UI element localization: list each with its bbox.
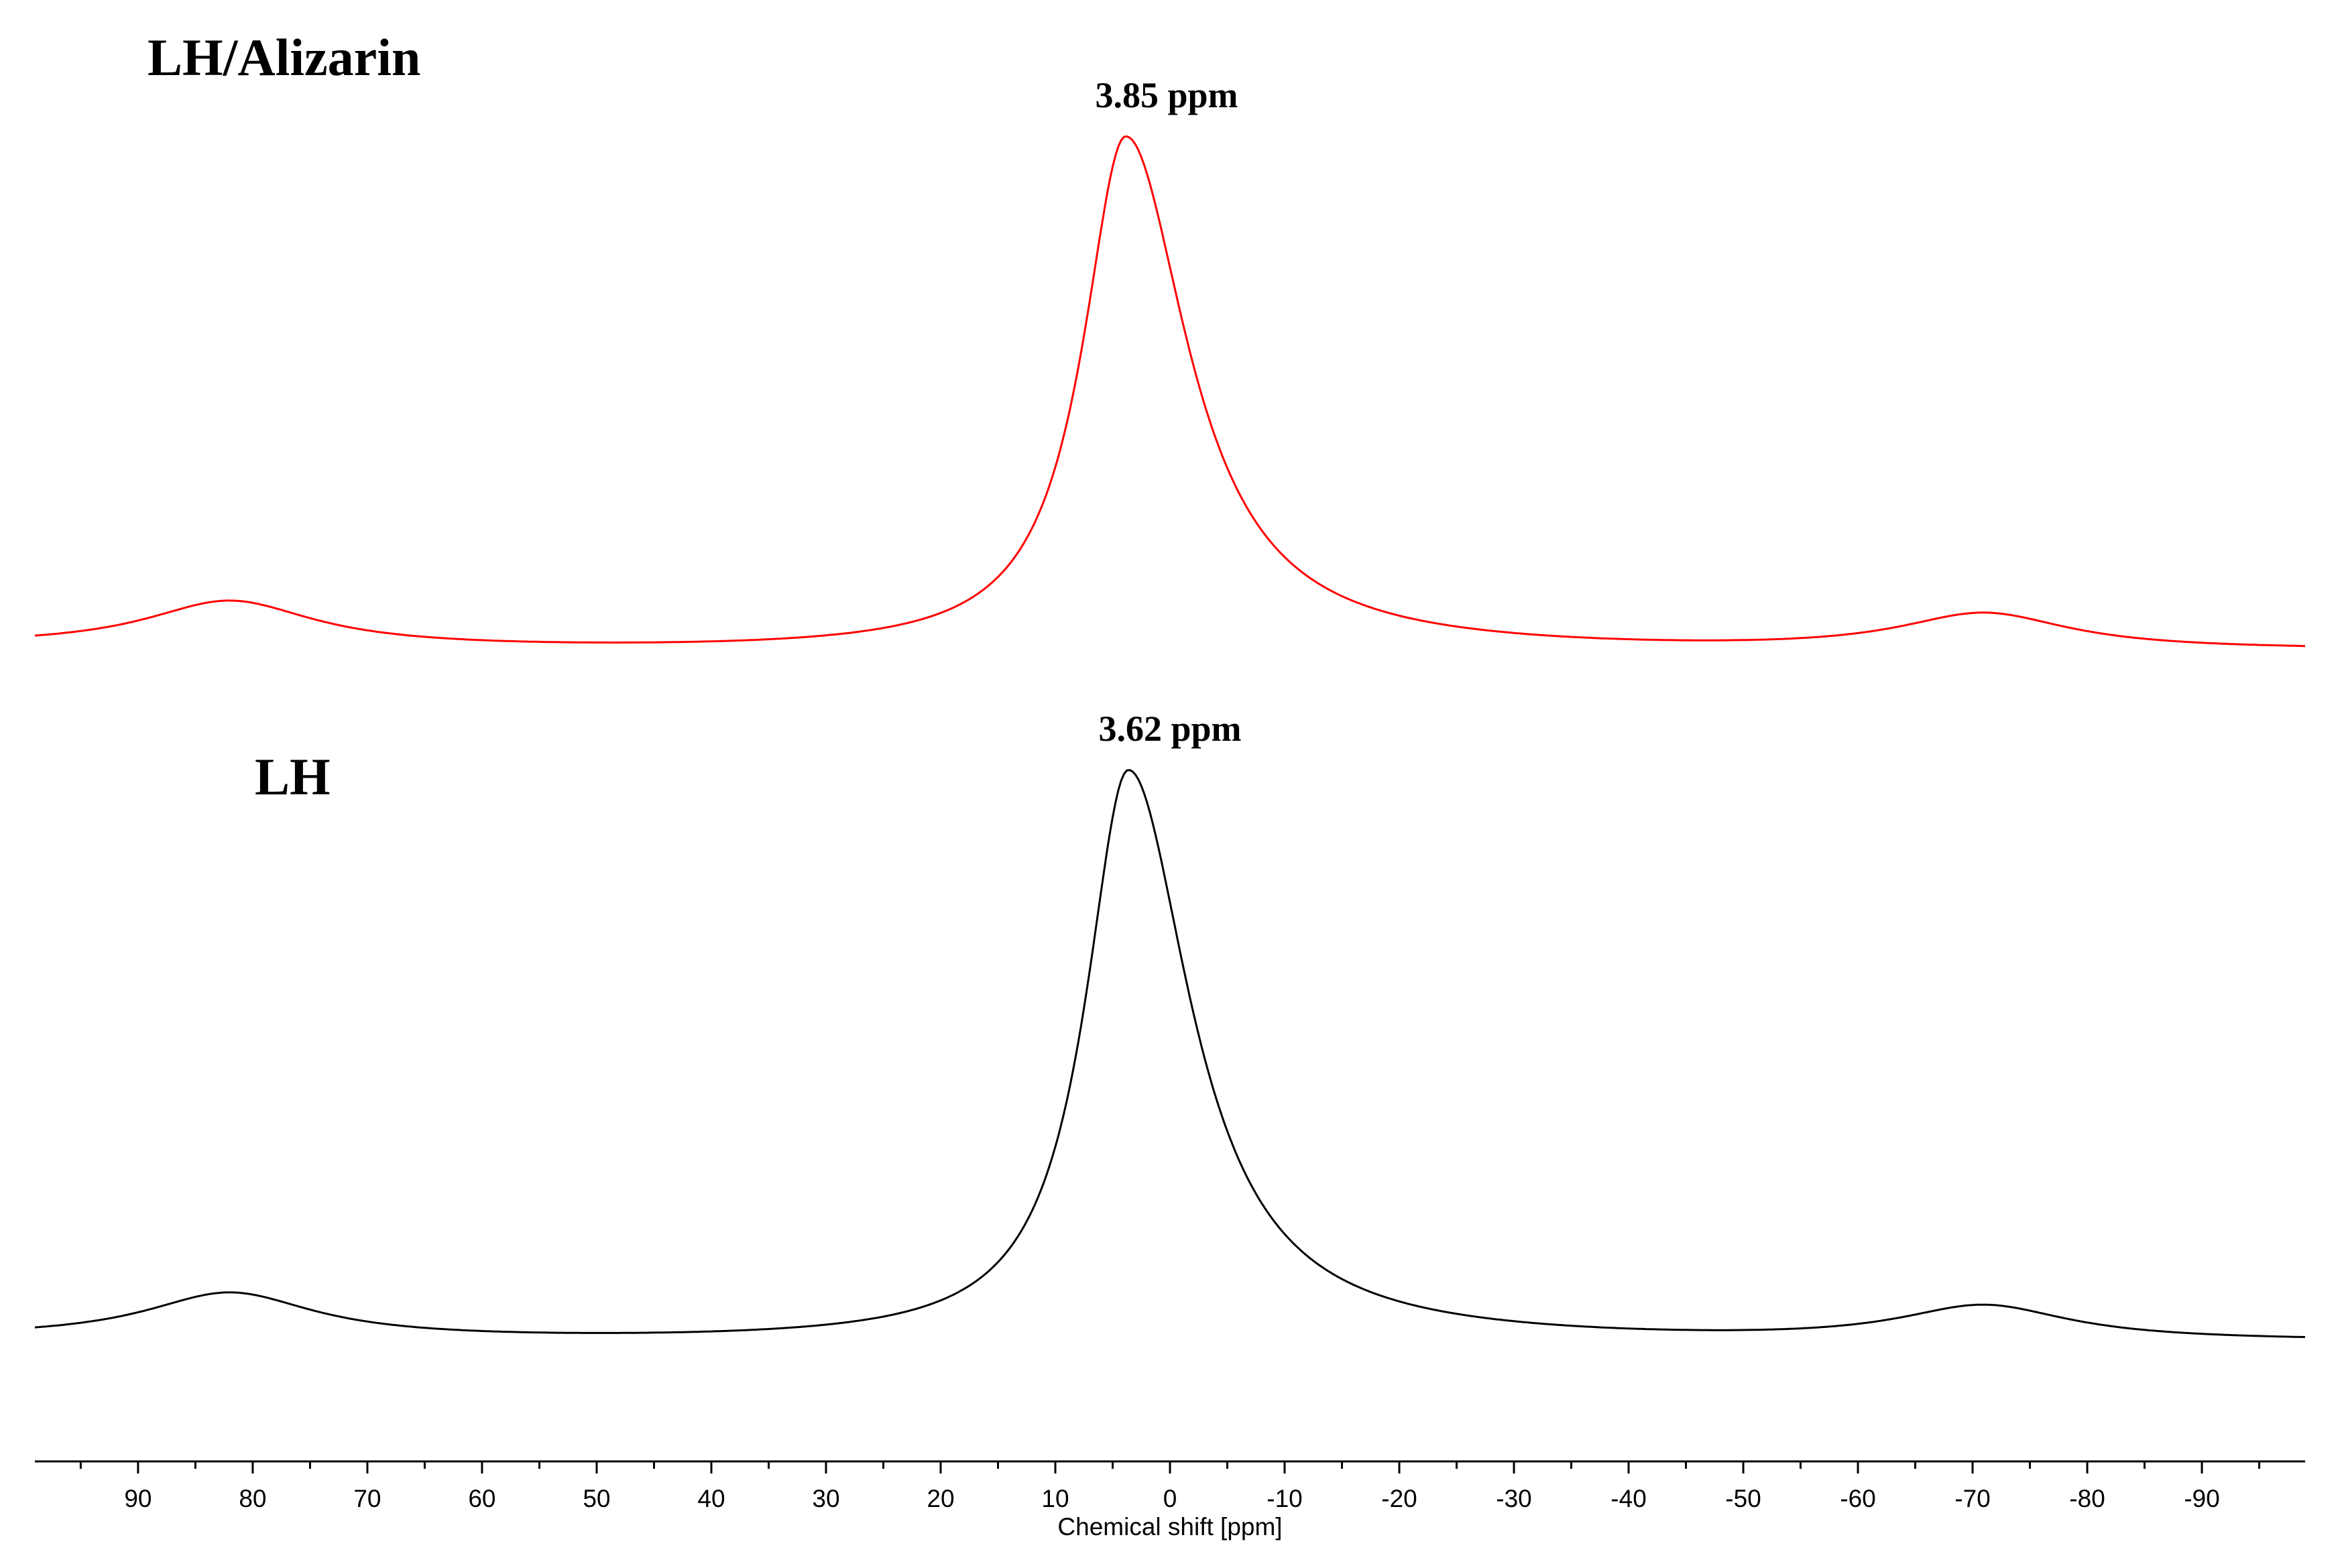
x-tick-label: -30 <box>1496 1485 1531 1512</box>
x-tick-label: -10 <box>1267 1485 1302 1512</box>
spectra-layer <box>34 135 2306 1338</box>
labels-layer: LH/Alizarin 3.85 ppm LH 3.62 ppm <box>148 28 1242 806</box>
x-tick-label: 0 <box>1163 1485 1177 1512</box>
x-tick-label: 20 <box>927 1485 954 1512</box>
x-axis-ticks: 90 80 70 60 50 40 30 20 10 0 -10 -20 -30 -40 -50 -60 -70… <box>79 1461 2261 1512</box>
series-label-lh: LH <box>255 747 331 806</box>
x-tick-label: 50 <box>583 1485 610 1512</box>
x-tick-label: 10 <box>1041 1485 1069 1512</box>
spectrum-line-lh <box>34 769 2306 1338</box>
series-label-lh-alizarin: LH/Alizarin <box>148 28 420 86</box>
x-tick-label: 40 <box>697 1485 725 1512</box>
peak-label-lh-alizarin: 3.85 ppm <box>1095 75 1238 115</box>
spectrum-line-lh-alizarin <box>34 135 2306 648</box>
x-tick-label: -50 <box>1725 1485 1761 1512</box>
x-tick-label: -90 <box>2184 1485 2219 1512</box>
x-tick-label: -70 <box>1954 1485 1990 1512</box>
x-tick-label: -40 <box>1610 1485 1646 1512</box>
x-tick-label: -60 <box>1840 1485 1875 1512</box>
x-tick-label: 80 <box>239 1485 266 1512</box>
x-tick-label: 70 <box>353 1485 381 1512</box>
x-tick-label: 90 <box>124 1485 152 1512</box>
x-tick-label: -20 <box>1381 1485 1417 1512</box>
x-axis: 90 80 70 60 50 40 30 20 10 0 -10 -20 -30 -40 -50 -60 -70… <box>35 1460 2305 1541</box>
x-tick-label: 30 <box>812 1485 839 1512</box>
peak-label-lh: 3.62 ppm <box>1098 709 1241 749</box>
x-tick-label: 60 <box>468 1485 495 1512</box>
x-axis-title: Chemical shift [ppm] <box>1057 1513 1282 1541</box>
x-tick-label: -80 <box>2069 1485 2105 1512</box>
